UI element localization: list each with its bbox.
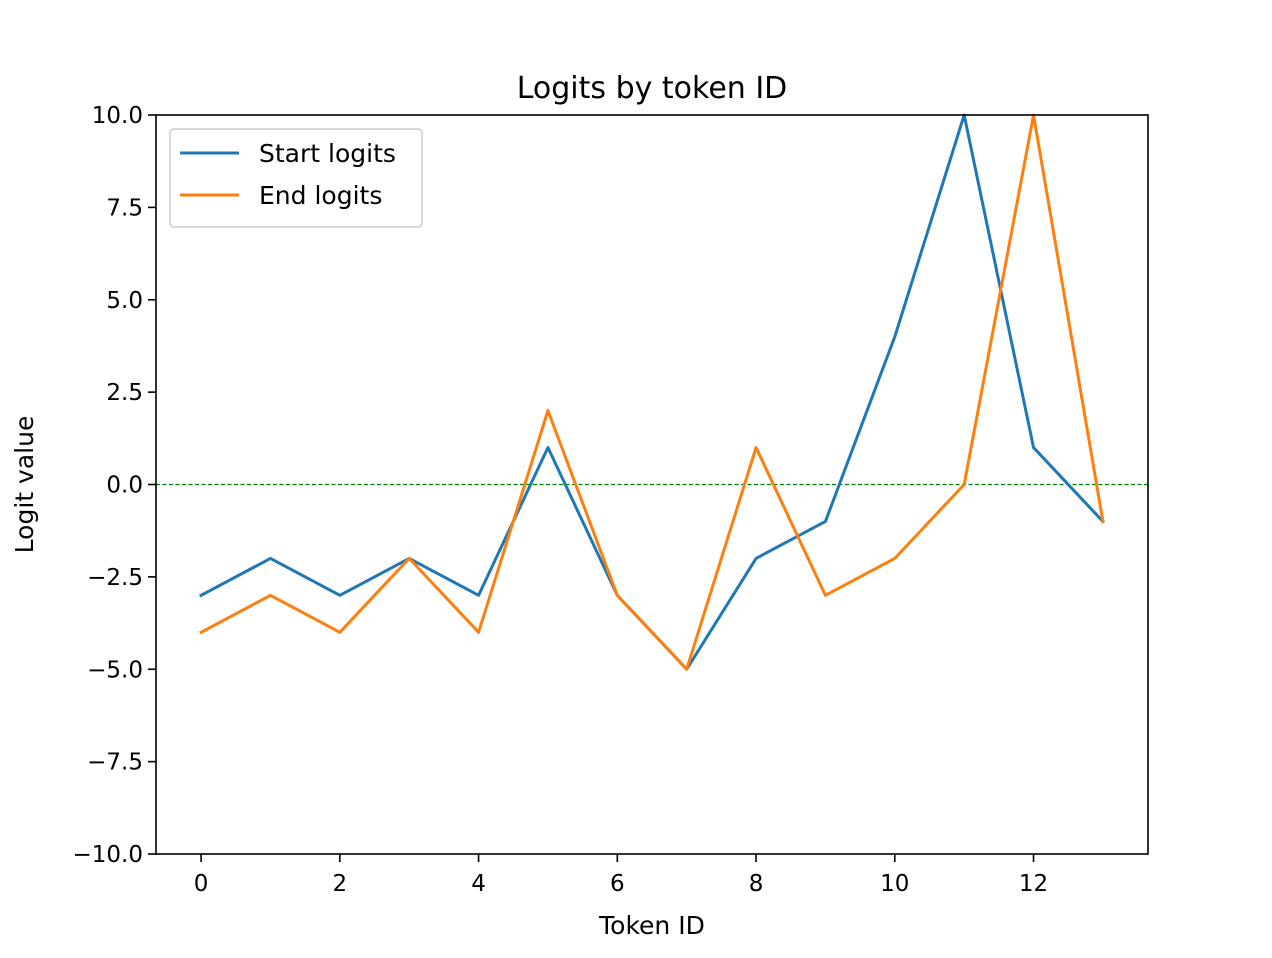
legend-label-end-logits: End logits <box>259 181 382 210</box>
y-tick-label: −2.5 <box>87 565 143 591</box>
y-tick-label: 7.5 <box>106 195 143 221</box>
legend-label-start-logits: Start logits <box>259 139 396 168</box>
y-tick-label: 10.0 <box>92 103 143 129</box>
x-tick-label: 0 <box>194 871 209 897</box>
y-axis: −10.0 −7.5 −5.0 −2.5 0.0 2.5 5.0 7.5 10.0 <box>73 103 156 868</box>
legend: Start logits End logits <box>169 128 423 228</box>
y-tick-label: 5.0 <box>106 288 143 314</box>
x-tick-label: 10 <box>880 871 909 897</box>
x-tick-label: 6 <box>610 871 625 897</box>
x-tick-label: 12 <box>1019 871 1048 897</box>
y-tick-label: −5.0 <box>87 657 143 683</box>
y-tick-label: −10.0 <box>73 842 143 868</box>
y-axis-title: Logit value <box>10 416 39 554</box>
y-tick-label: 0.0 <box>106 473 143 499</box>
chart-title: Logits by token ID <box>517 71 788 106</box>
y-tick-label: 2.5 <box>106 380 143 406</box>
series-line-end-logits <box>199 113 1105 671</box>
x-tick-label: 4 <box>471 871 486 897</box>
x-tick-label: 2 <box>333 871 348 897</box>
series-layer <box>199 113 1106 671</box>
x-tick-label: 8 <box>749 871 764 897</box>
x-axis: 0 2 4 6 8 10 12 <box>194 854 1048 897</box>
x-axis-title: Token ID <box>598 911 705 940</box>
y-tick-label: −7.5 <box>87 750 143 776</box>
